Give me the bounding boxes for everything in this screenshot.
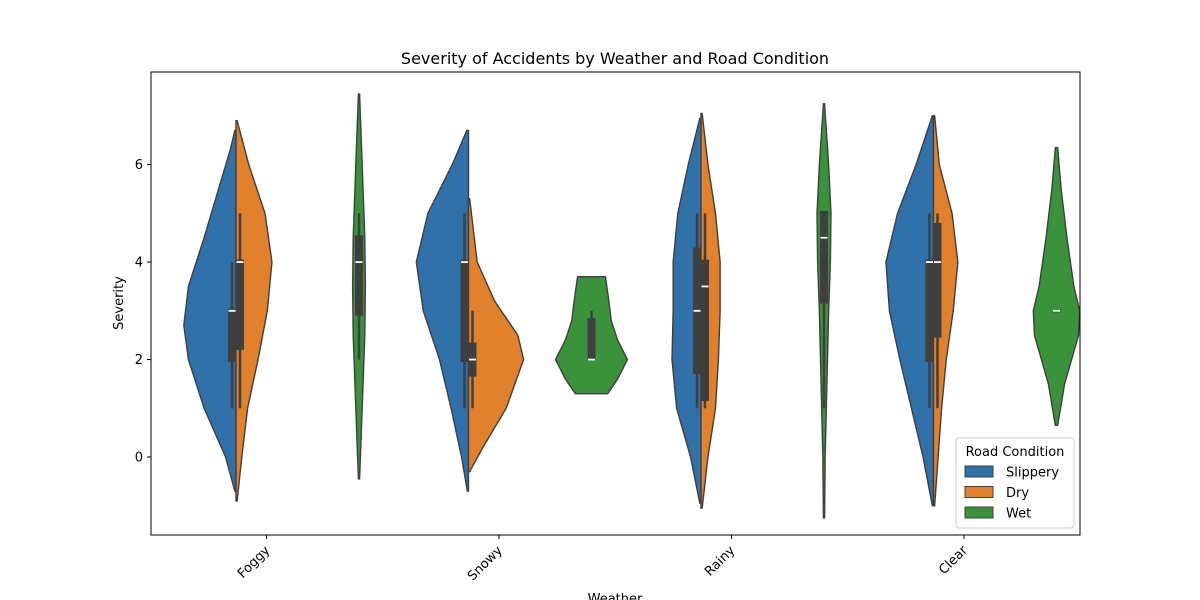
violin-snowy-dry [467,198,525,473]
violin-snowy-slippery [415,129,470,492]
violins-layer [183,93,1081,519]
box-clear-dry-iqr-box [933,223,942,338]
legend-swatch-dry [964,486,994,498]
chart-title: Severity of Accidents by Weather and Roa… [401,49,829,68]
violin-foggy-dry [235,120,273,502]
violin-clear-dry [932,115,959,507]
box-rainy-wet-iqr-box [820,210,828,304]
legend: Road Condition Slippery Dry Wet [955,437,1075,529]
legend-title: Road Condition [966,445,1065,460]
y-tick-label: 0 [135,451,143,466]
box-foggy-dry-iqr-box [236,259,244,350]
y-axis-label: Severity [112,276,127,330]
box-snowy-wet-iqr-box [587,318,596,360]
legend-swatch-slippery [964,465,994,478]
legend-box [955,437,1075,529]
violin-clear-wet [1032,146,1081,427]
legend-label-slippery: Slippery [1006,466,1059,481]
legend-label-wet: Wet [1006,507,1031,522]
x-axis-label: Weather [588,592,643,600]
y-tick-label: 4 [135,256,143,271]
violin-clear-slippery [885,115,935,507]
y-tick-label: 6 [135,158,143,173]
violin-rainy-dry [700,112,721,509]
y-axis: 0 2 4 6 [135,158,151,466]
box-foggy-wet-iqr-box [355,235,363,316]
violin-foggy-slippery [183,129,237,492]
violin-rainy-slippery [671,117,702,505]
legend-swatch-wet [964,506,994,519]
box-foggy-slippery-iqr-box [228,308,236,362]
box-snowy-slippery-iqr-box [460,259,469,362]
legend-label-dry: Dry [1006,486,1029,501]
y-tick-label: 2 [135,353,143,368]
box-clear-slippery-iqr-box [925,259,934,362]
plot-frame [150,71,1081,536]
box-rainy-dry-iqr-box [701,259,709,401]
